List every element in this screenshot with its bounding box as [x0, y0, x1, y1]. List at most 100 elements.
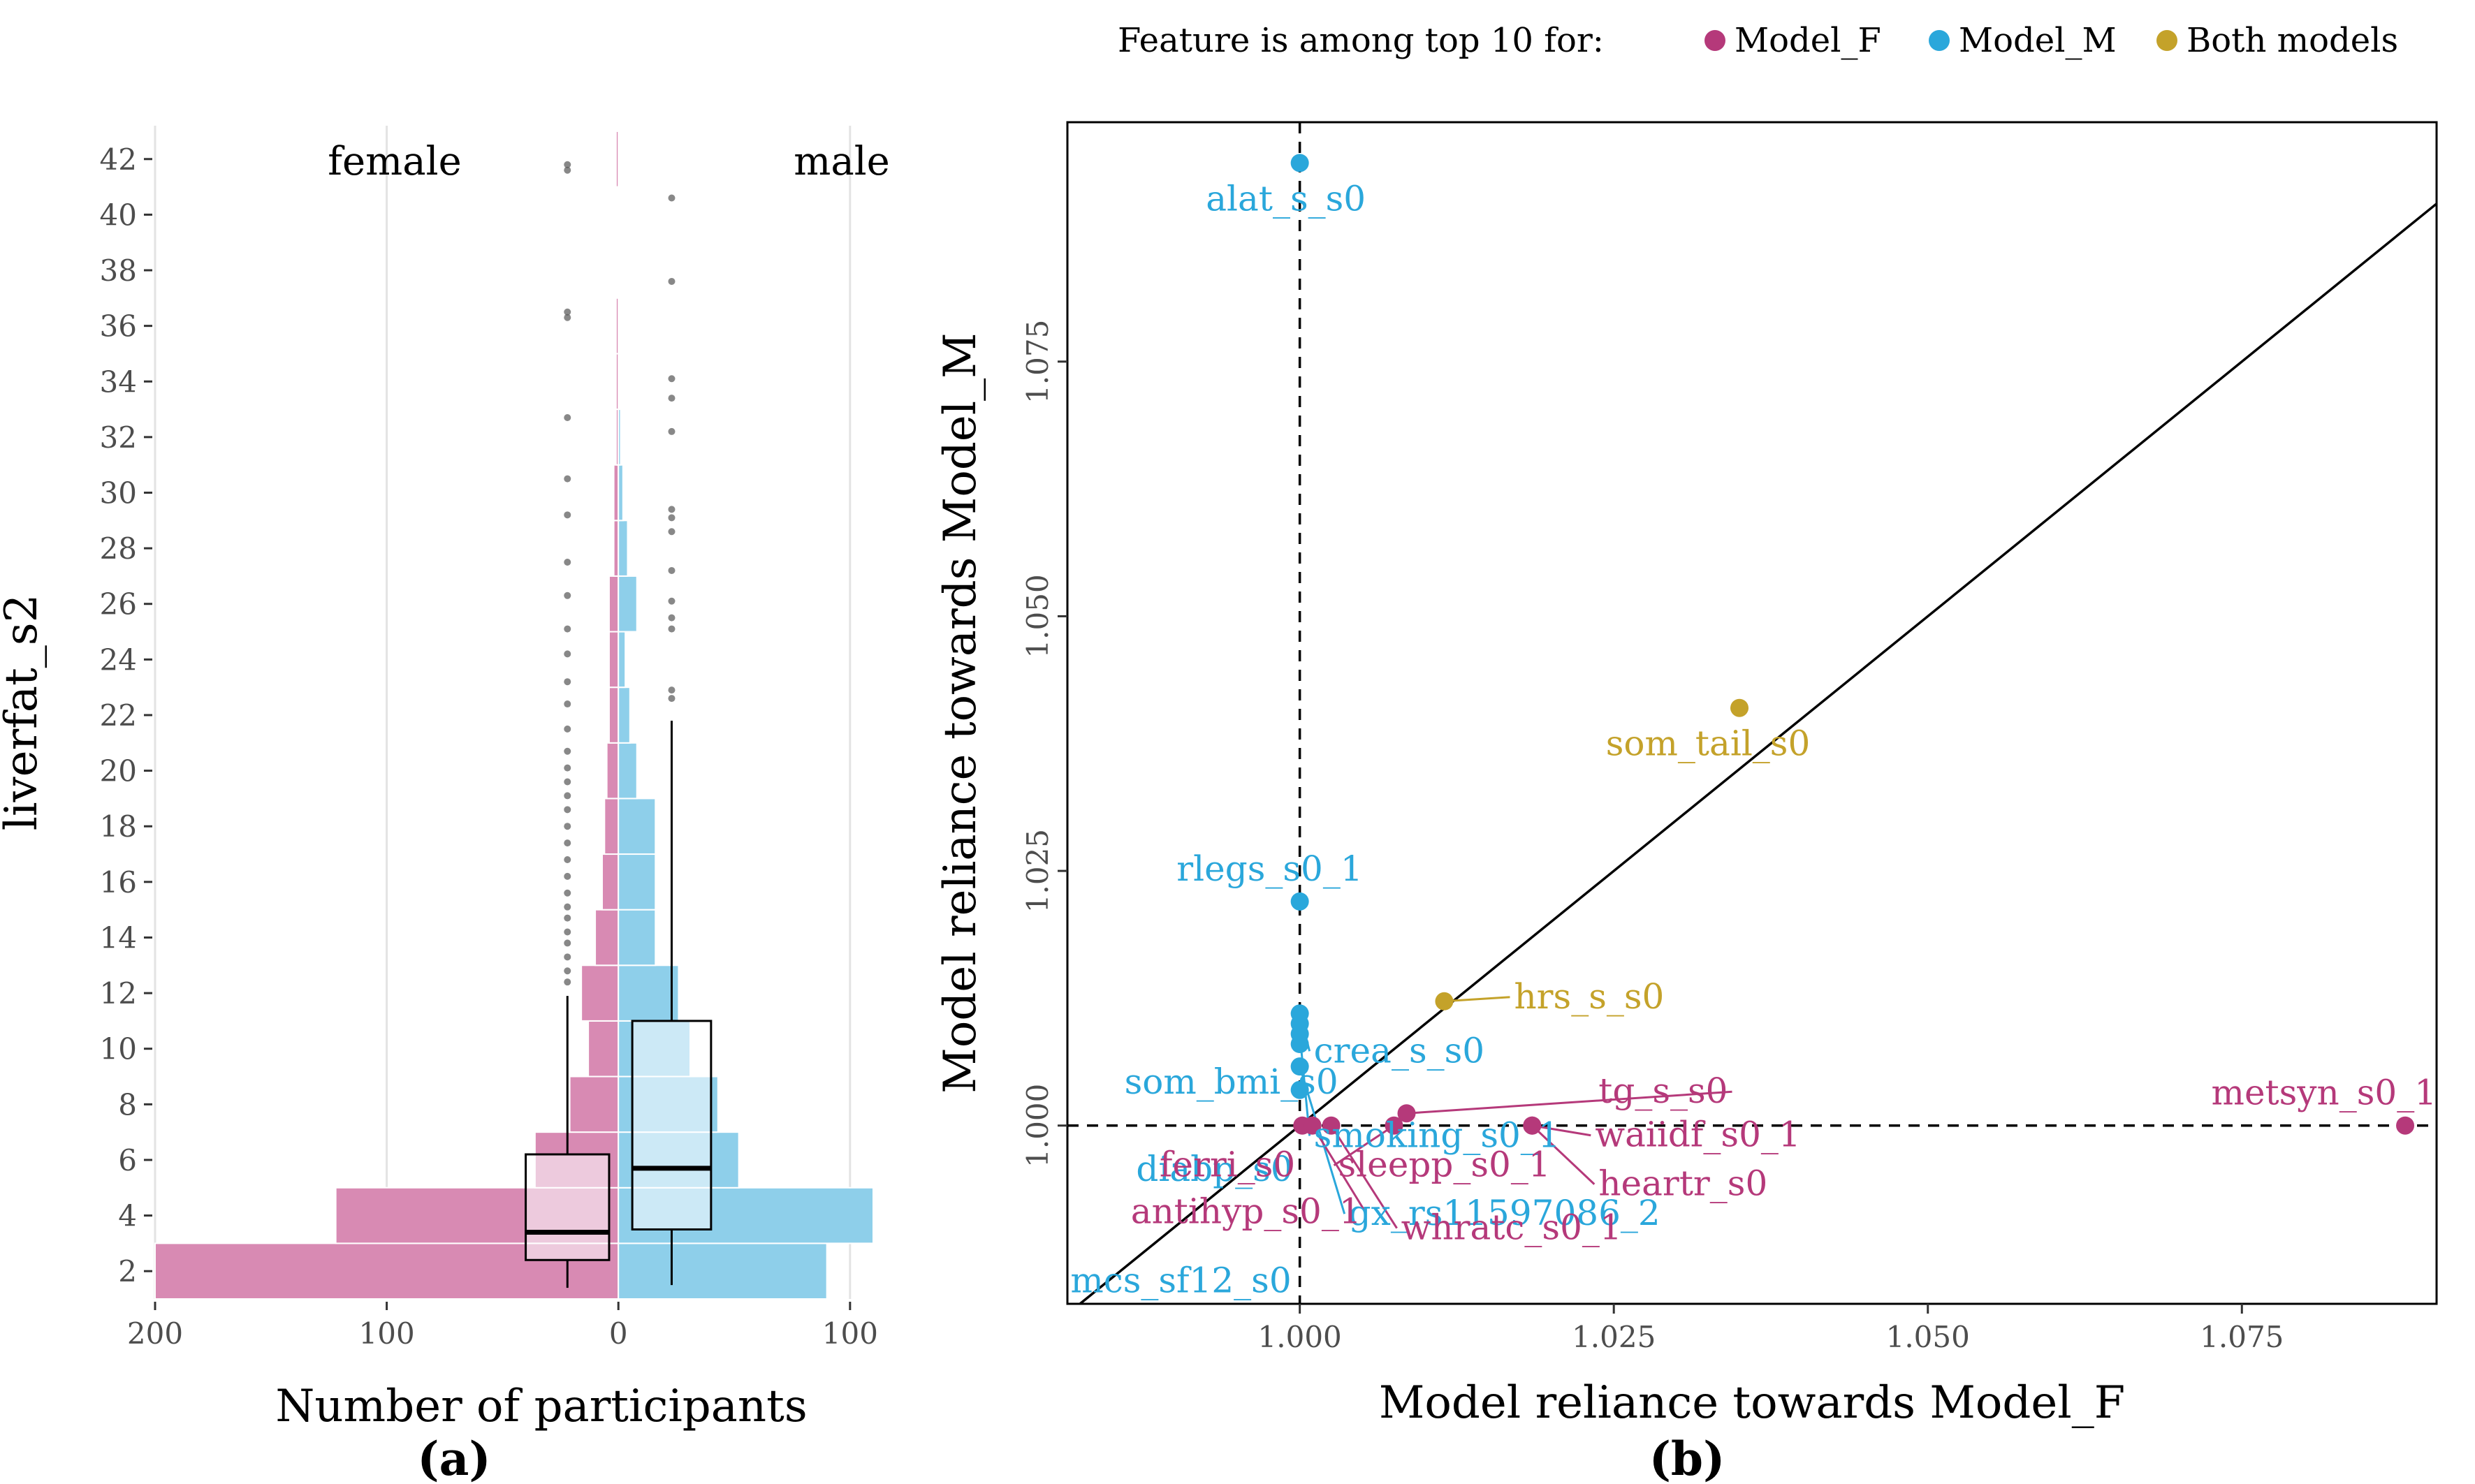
x-tick-label-1-000: 1.000 [1258, 1320, 1342, 1354]
bar-female-42 [615, 130, 620, 188]
bar-female-18 [604, 798, 620, 855]
y-tick-label-1-050: 1.050 [1021, 574, 1055, 658]
x-tick-label-1-025: 1.025 [1572, 1320, 1656, 1354]
outlier-female-10 [564, 839, 571, 847]
leader-tg-s-s0 [1406, 1090, 1732, 1115]
panel-a-y-axis-title: liverfat_s2 [0, 594, 48, 831]
legend-label-model-f: Model_F [1735, 21, 1881, 60]
bar-female-20 [606, 742, 620, 800]
y-tick-label-1-000: 1.000 [1021, 1084, 1055, 1168]
outlier-female-21 [564, 625, 571, 633]
y-tick-label-12: 12 [100, 976, 137, 1011]
outlier-male-3 [668, 614, 676, 622]
outlier-female-30 [564, 161, 571, 168]
bar-male-28 [618, 520, 629, 577]
outlier-female-2 [564, 953, 571, 961]
y-tick-label-26: 26 [100, 587, 137, 622]
outlier-male-9 [668, 427, 676, 435]
outlier-female-9 [564, 855, 571, 863]
y-tick-label-20: 20 [100, 754, 137, 788]
outlier-male-7 [668, 514, 676, 522]
panel-a-boxplots [525, 161, 713, 1288]
bar-female-22 [608, 686, 620, 744]
bar-female-16 [601, 853, 620, 911]
outlier-male-5 [668, 566, 676, 574]
point-label-metsyn-s0-1: metsyn_s0_1 [2212, 1073, 2437, 1113]
panel-a-bars [154, 130, 875, 1300]
outlier-female-14 [564, 778, 571, 786]
outlier-female-6 [564, 903, 571, 911]
outlier-female-12 [564, 806, 571, 814]
panel-a-x-axis-title: Number of participants [275, 1381, 807, 1432]
point-label-waiidf-s0-1: waiidf_s0_1 [1595, 1115, 1800, 1155]
panel-b-point-labels: alat_s_s0 rlegs_s0_1 crea_s_s0som_bmi_s0sm… [1070, 178, 2437, 1300]
legend-label-both-models: Both models [2186, 21, 2398, 60]
point-sleepp-s0-1 [1385, 1116, 1403, 1135]
leader-antihyp-s0-1 [1311, 1124, 1366, 1213]
outlier-female-8 [564, 872, 571, 880]
y-tick-label-32: 32 [100, 420, 137, 455]
outlier-female-28 [564, 308, 571, 316]
point-label-diabp-s0: diabp_s0 [1136, 1149, 1292, 1189]
leader-hrs-s-s0 [1444, 996, 1510, 1003]
bar-female-14 [594, 909, 620, 967]
bar-male-2 [618, 1242, 828, 1300]
outlier-female-27 [564, 314, 571, 321]
outlier-male-8 [668, 506, 676, 513]
y-tick-label-4: 4 [118, 1199, 137, 1233]
y-tick-label-34: 34 [100, 365, 137, 399]
panel-b-scatter: alat_s_s0 rlegs_s0_1 crea_s_s0som_bmi_s0sm… [935, 121, 2438, 1484]
outlier-male-6 [668, 528, 676, 536]
y-tick-label-36: 36 [100, 309, 137, 344]
y-tick-label-1-025: 1.025 [1021, 829, 1055, 913]
x-tick-label-0-right: 0 [609, 1316, 628, 1351]
bar-female-34 [615, 353, 620, 411]
point-label-sleepp-s0-1: sleepp_s0_1 [1338, 1145, 1551, 1185]
point-antihyp-s0-1 [1303, 1116, 1322, 1135]
point-metsyn-s0-1 [2396, 1116, 2415, 1135]
point-label-whratc-s0-1: whratc_s0_1 [1401, 1207, 1622, 1248]
outlier-female-1 [564, 967, 571, 975]
y-tick-label-22: 22 [100, 698, 137, 733]
panel-b-label: (b) [1649, 1432, 1725, 1484]
point-label-ferri-s0: ferri_s0 [1160, 1145, 1295, 1185]
outlier-female-3 [564, 939, 571, 947]
group-label-male: male [794, 139, 890, 184]
bar-male-14 [618, 909, 657, 967]
point-label-crea-s-s0: crea_s_s0 [1314, 1030, 1484, 1071]
bar-female-8 [569, 1075, 620, 1133]
x-tick-label-200-left: 200 [127, 1316, 183, 1351]
x-tick-label-1-075: 1.075 [2200, 1320, 2284, 1354]
point-label-smoking-s0-1: smoking_s0_1 [1314, 1115, 1561, 1155]
outlier-male-13 [668, 194, 676, 202]
panel-a-x-ticks: 200 100 0 100 [127, 1302, 878, 1351]
panel-b-x-ticks: 1.000 1.025 1.050 1.075 [1258, 1304, 2284, 1354]
leader-heartr-s0 [1531, 1124, 1596, 1185]
leader-whratc-s0-1 [1330, 1124, 1398, 1229]
y-tick-label-42: 42 [100, 142, 137, 177]
point-label-alat-s-s0: alat_s_s0 [1206, 178, 1366, 219]
outlier-female-22 [564, 592, 571, 599]
point-label-som-tail-s0: som_tail_s0 [1606, 723, 1811, 764]
y-tick-label-24: 24 [100, 642, 137, 677]
panel-b-frame [1066, 121, 2438, 1305]
outlier-female-29 [564, 166, 571, 174]
outlier-male-1 [668, 686, 676, 694]
outlier-female-25 [564, 475, 571, 483]
point-hrs-s-s0 [1435, 992, 1454, 1011]
point-label-som-bmi-s0: som_bmi_s0 [1125, 1061, 1338, 1102]
y-tick-label-40: 40 [100, 198, 137, 232]
y-tick-label-6: 6 [118, 1143, 137, 1177]
legend-marker-model-m [1929, 30, 1950, 51]
outlier-female-13 [564, 792, 571, 800]
bar-male-12 [618, 964, 680, 1022]
outlier-female-18 [564, 700, 571, 708]
outlier-female-15 [564, 764, 571, 772]
outlier-male-0 [668, 695, 676, 703]
box-female [525, 1153, 611, 1261]
outlier-male-2 [668, 625, 676, 633]
y-tick-label-8: 8 [118, 1087, 137, 1122]
point-label-mcs-sf12-s0: mcs_sf12_s0 [1070, 1261, 1291, 1301]
point-mcs-sf12-s0 [1290, 1080, 1309, 1099]
legend-label-model-m: Model_M [1959, 21, 2117, 60]
